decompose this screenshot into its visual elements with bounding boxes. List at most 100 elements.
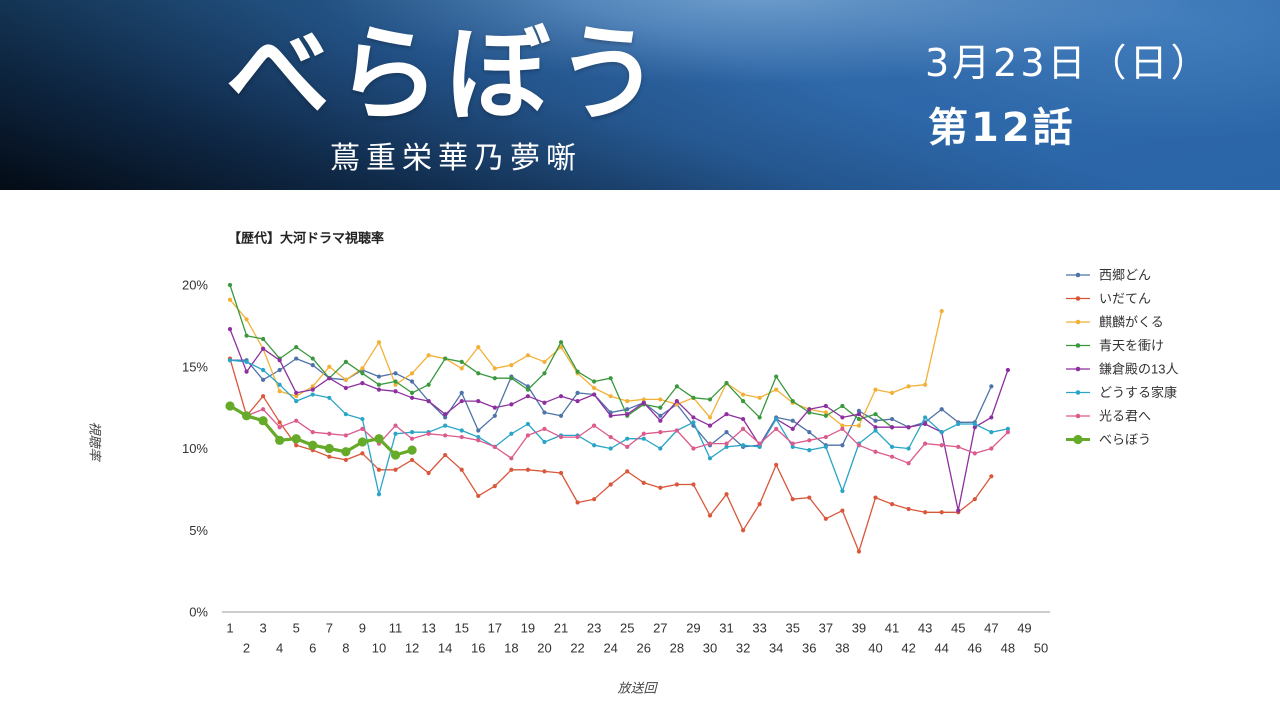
data-point bbox=[409, 379, 415, 384]
data-point bbox=[409, 371, 415, 376]
data-point bbox=[261, 336, 266, 342]
data-point bbox=[707, 513, 713, 518]
data-point bbox=[608, 482, 613, 487]
axis-layer: 0%5%10%15%20%123456789101112131415161718… bbox=[182, 278, 1050, 656]
legend-label: いだてん bbox=[1099, 291, 1151, 306]
data-point bbox=[261, 407, 266, 412]
data-point bbox=[294, 345, 299, 350]
x-tick-label: 40 bbox=[868, 641, 882, 656]
data-point bbox=[823, 434, 828, 440]
x-tick-label: 48 bbox=[1001, 641, 1015, 656]
data-point bbox=[856, 423, 862, 428]
ratings-chart: 【歴代】大河ドラマ視聴率 放送回 視聴率 0% 5% 10% 15% 20% 1 2 3 4 5 6… bbox=[0, 190, 1280, 720]
data-point bbox=[575, 390, 580, 396]
data-point bbox=[525, 353, 531, 358]
data-point bbox=[261, 394, 266, 399]
data-point bbox=[774, 426, 779, 431]
broadcast-date: 3月23日（日） bbox=[925, 41, 1212, 85]
data-point bbox=[525, 387, 531, 392]
data-point bbox=[889, 454, 895, 459]
data-point bbox=[409, 390, 415, 396]
data-point bbox=[459, 467, 464, 472]
data-point bbox=[989, 430, 994, 435]
data-point bbox=[310, 430, 315, 435]
data-point bbox=[625, 398, 630, 404]
x-tick-label: 33 bbox=[752, 621, 766, 636]
data-point bbox=[1005, 426, 1010, 431]
series-line bbox=[229, 403, 1009, 464]
data-point bbox=[443, 433, 448, 438]
data-point bbox=[840, 423, 845, 428]
y-tick-label: 5% bbox=[189, 523, 208, 538]
data-point bbox=[241, 411, 252, 421]
data-point bbox=[308, 440, 318, 450]
y-tick-label: 10% bbox=[182, 441, 208, 456]
data-point bbox=[658, 430, 663, 435]
data-point bbox=[542, 359, 547, 364]
series-group bbox=[227, 356, 994, 554]
legend-item: いだてん bbox=[1066, 291, 1151, 306]
data-point bbox=[376, 382, 382, 387]
data-point bbox=[889, 444, 895, 449]
data-point bbox=[1005, 367, 1010, 373]
data-point bbox=[542, 400, 547, 405]
data-point bbox=[275, 435, 285, 445]
data-point bbox=[341, 447, 351, 457]
data-point bbox=[374, 434, 384, 444]
data-point bbox=[244, 317, 249, 322]
data-point bbox=[856, 416, 862, 422]
legend-label: 青天を衝け bbox=[1099, 338, 1164, 353]
data-point bbox=[989, 474, 994, 479]
data-point bbox=[856, 549, 862, 554]
data-point bbox=[658, 397, 663, 402]
data-point bbox=[343, 433, 348, 438]
data-point bbox=[989, 415, 994, 420]
series-group bbox=[227, 282, 895, 430]
data-point bbox=[592, 497, 597, 502]
data-point bbox=[476, 398, 481, 404]
series-line bbox=[229, 357, 992, 448]
data-point bbox=[376, 340, 382, 345]
legend-marker bbox=[1075, 343, 1081, 348]
data-point bbox=[310, 384, 315, 389]
legend-label: 光る君へ bbox=[1099, 409, 1151, 424]
data-point bbox=[227, 282, 233, 288]
data-point bbox=[641, 400, 646, 405]
data-point bbox=[277, 389, 282, 394]
legend-item: 西郷どん bbox=[1066, 268, 1151, 283]
x-tick-label: 29 bbox=[686, 621, 700, 636]
data-point bbox=[592, 423, 597, 428]
data-point bbox=[972, 451, 977, 456]
legend-label: べらぼう bbox=[1099, 432, 1151, 447]
data-point bbox=[476, 493, 481, 499]
data-point bbox=[258, 416, 268, 426]
data-point bbox=[476, 434, 481, 440]
data-point bbox=[823, 444, 828, 449]
data-point bbox=[575, 369, 580, 374]
x-tick-label: 23 bbox=[587, 621, 601, 636]
data-point bbox=[261, 346, 266, 351]
data-point bbox=[691, 420, 696, 425]
x-tick-label: 36 bbox=[802, 641, 816, 656]
x-tick-label: 41 bbox=[885, 621, 899, 636]
data-point bbox=[376, 467, 382, 472]
data-point bbox=[774, 416, 779, 422]
data-point bbox=[840, 426, 845, 431]
x-tick-label: 50 bbox=[1034, 641, 1048, 656]
series-line bbox=[229, 284, 893, 428]
data-point bbox=[608, 446, 613, 451]
data-point bbox=[889, 501, 895, 507]
data-point bbox=[757, 395, 762, 400]
data-point bbox=[774, 387, 779, 392]
legend-marker bbox=[1075, 296, 1081, 301]
data-point bbox=[227, 358, 233, 363]
data-point bbox=[525, 467, 531, 472]
data-point bbox=[360, 371, 365, 376]
x-tick-label: 32 bbox=[736, 641, 750, 656]
data-point bbox=[244, 333, 249, 338]
data-point bbox=[740, 392, 746, 397]
data-point bbox=[873, 428, 878, 433]
data-point bbox=[407, 445, 417, 455]
data-point bbox=[790, 418, 795, 423]
